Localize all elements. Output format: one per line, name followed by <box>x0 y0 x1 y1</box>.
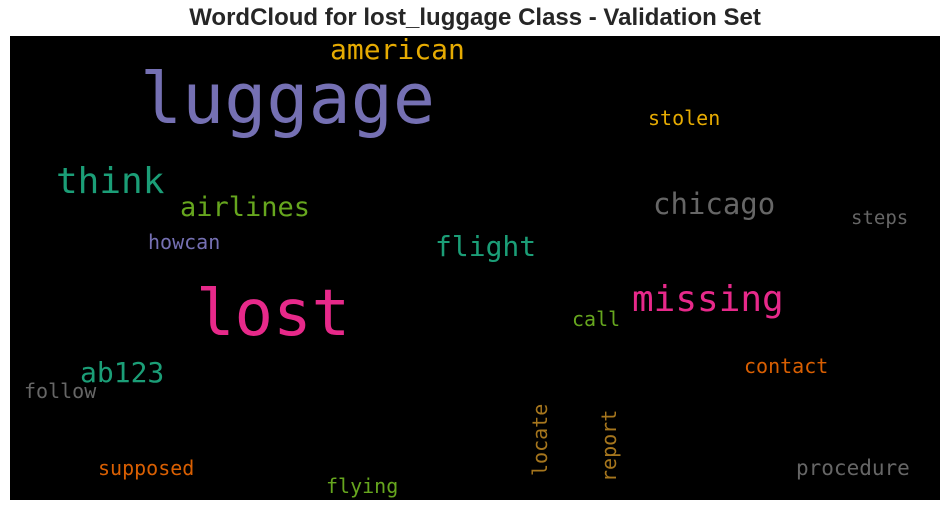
word-flying: flying <box>326 474 399 498</box>
word-contact: contact <box>744 354 829 378</box>
word-steps: steps <box>851 207 909 229</box>
word-procedure: procedure <box>796 456 910 480</box>
word-stolen: stolen <box>648 106 721 130</box>
chart-title: WordCloud for lost_luggage Class - Valid… <box>189 4 761 31</box>
word-luggage: luggage <box>140 58 436 140</box>
word-missing: missing <box>632 279 784 320</box>
wordcloud-canvas: luggage lost missing think chicago flight airl… <box>10 36 940 500</box>
word-ab123: ab123 <box>80 356 165 389</box>
word-call: call <box>572 307 621 331</box>
word-supposed: supposed <box>98 456 195 480</box>
word-chicago: chicago <box>653 187 776 221</box>
word-think: think <box>56 161 165 202</box>
word-lost: lost <box>196 277 351 351</box>
word-howcan: howcan <box>148 230 221 254</box>
word-american: american <box>330 36 465 66</box>
word-locate: locate <box>528 403 552 476</box>
word-report: report <box>597 409 621 482</box>
word-flight: flight <box>435 230 537 263</box>
word-airlines: airlines <box>180 192 311 223</box>
word-follow: follow <box>24 379 97 403</box>
